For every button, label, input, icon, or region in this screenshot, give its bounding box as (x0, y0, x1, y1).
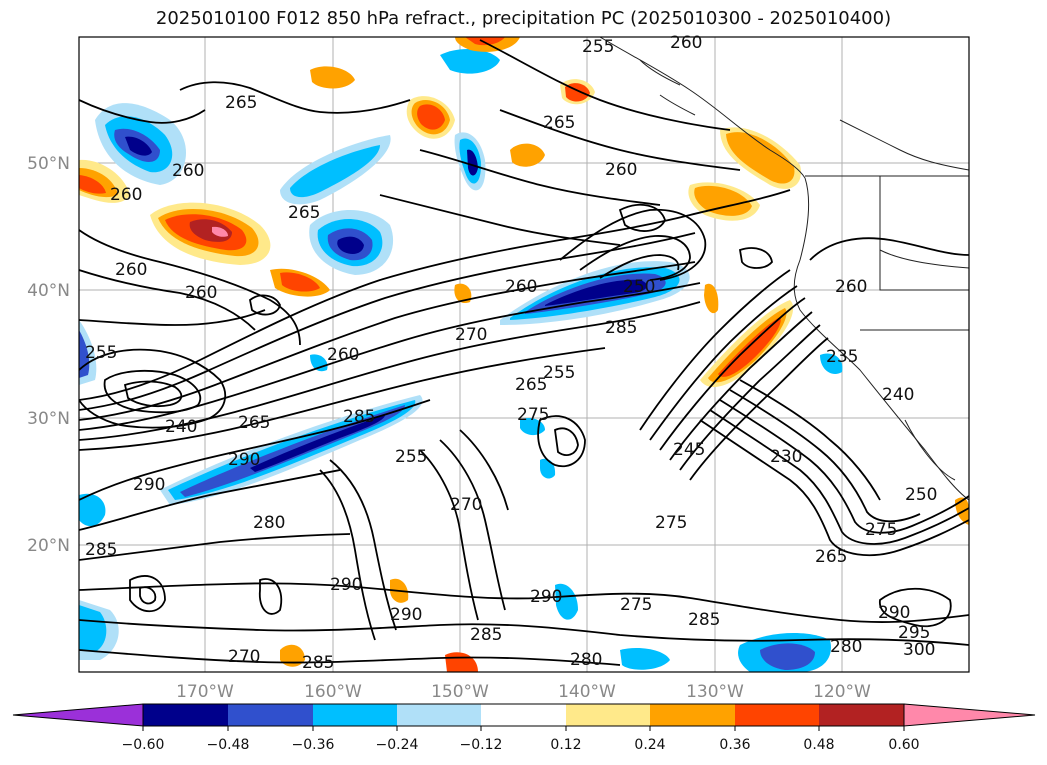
colorbar-bin (397, 704, 481, 726)
map-frame (78, 36, 970, 673)
contour-label: 255 (85, 343, 117, 363)
contour-label: 285 (302, 653, 334, 673)
colorbar-bin (819, 704, 904, 726)
contour-label: 260 (110, 185, 142, 205)
contour-label: 265 (238, 413, 270, 433)
colorbar-tick-label: 0.36 (719, 737, 750, 753)
colorbar-extend-low (12, 703, 144, 727)
contour-label: 285 (85, 540, 117, 560)
colorbar-tick-label: 0.12 (550, 737, 581, 753)
contour-label: 245 (673, 440, 705, 460)
contour-label: 270 (450, 495, 482, 515)
contour-label: 250 (623, 277, 655, 297)
map-area (79, 37, 969, 672)
contour-label: 235 (826, 347, 858, 367)
colorbar-bin (566, 704, 650, 726)
lon-label: 170°W (176, 682, 234, 702)
colorbar-tick-label: 0.60 (888, 737, 919, 753)
contour-label: 290 (878, 603, 910, 623)
contour-label: 280 (570, 650, 602, 670)
contour-label: 280 (253, 513, 285, 533)
latitude-labels: 50°N 40°N 30°N 20°N (27, 154, 70, 556)
contour-label: 275 (517, 405, 549, 425)
lon-label: 150°W (431, 682, 489, 702)
colorbar-bin (143, 704, 228, 726)
colorbar-bin (481, 704, 566, 726)
lat-label: 50°N (27, 154, 70, 174)
colorbar-tick-label: 0.24 (634, 737, 665, 753)
contour-label: 290 (530, 587, 562, 607)
colorbar-extend-high (903, 703, 1036, 727)
contour-label: 290 (133, 475, 165, 495)
contour-label: 230 (770, 447, 802, 467)
contour-label: 270 (228, 647, 260, 667)
contour-label: 285 (688, 610, 720, 630)
contour-label: 255 (582, 37, 614, 57)
contour-label: 285 (343, 407, 375, 427)
contour-label: 275 (865, 520, 897, 540)
shaded-anomalies (79, 37, 969, 672)
colorbar-tick-label: 0.48 (803, 737, 834, 753)
contour-label: 255 (543, 363, 575, 383)
contour-label: 260 (115, 260, 147, 280)
colorbar-bin (650, 704, 735, 726)
colorbar-tick-label: −0.48 (207, 737, 250, 753)
contour-label: 265 (225, 93, 257, 113)
contour-label: 275 (655, 513, 687, 533)
contour-label: 255 (395, 447, 427, 467)
contour-label: 295 (898, 623, 930, 643)
refractivity-contours (79, 39, 969, 666)
contour-label: 265 (815, 547, 847, 567)
lon-label: 160°W (304, 682, 362, 702)
contour-label: 260 (835, 277, 867, 297)
contour-label: 280 (830, 637, 862, 657)
lon-label: 140°W (558, 682, 616, 702)
contour-label: 240 (882, 385, 914, 405)
colorbar-tick-label: −0.36 (292, 737, 335, 753)
contour-label: 285 (605, 318, 637, 338)
lat-label: 20°N (27, 536, 70, 556)
lat-label: 30°N (27, 409, 70, 429)
coastlines (599, 37, 969, 501)
contour-label: 265 (543, 113, 575, 133)
contour-label: 260 (670, 33, 702, 53)
lat-label: 40°N (27, 281, 70, 301)
colorbar-tick-label: −0.60 (122, 737, 165, 753)
contour-label: 270 (455, 325, 487, 345)
map-content (79, 37, 969, 672)
contour-label: 290 (228, 450, 260, 470)
contour-label: 240 (165, 417, 197, 437)
contour-label: 260 (505, 277, 537, 297)
contour-label: 260 (172, 161, 204, 181)
colorbar-bin (313, 704, 397, 726)
map-title: 2025010100 F012 850 hPa refract., precip… (155, 8, 892, 29)
colorbar-bin (228, 704, 313, 726)
lon-label: 120°W (813, 682, 871, 702)
colorbar-tick-label: −0.12 (460, 737, 503, 753)
contour-label: 275 (620, 595, 652, 615)
contour-label: 265 (288, 203, 320, 223)
colorbar: −0.60 −0.48 −0.36 −0.24 −0.12 0.12 0.24 … (12, 703, 1036, 753)
contour-label: 290 (330, 575, 362, 595)
contour-label: 265 (515, 375, 547, 395)
contour-label: 260 (185, 283, 217, 303)
contour-label: 285 (470, 625, 502, 645)
lon-label: 130°W (686, 682, 744, 702)
contour-label: 290 (390, 605, 422, 625)
colorbar-bin (735, 704, 819, 726)
contour-label: 300 (903, 640, 935, 660)
contour-label: 250 (905, 485, 937, 505)
contour-label: 260 (327, 345, 359, 365)
longitude-labels: 170°W 160°W 150°W 140°W 130°W 120°W (176, 682, 871, 702)
contour-label: 260 (605, 160, 637, 180)
contour-labels: 265 255 260 260 265 260 265 260 260 260 … (85, 33, 937, 673)
colorbar-tick-label: −0.24 (376, 737, 419, 753)
